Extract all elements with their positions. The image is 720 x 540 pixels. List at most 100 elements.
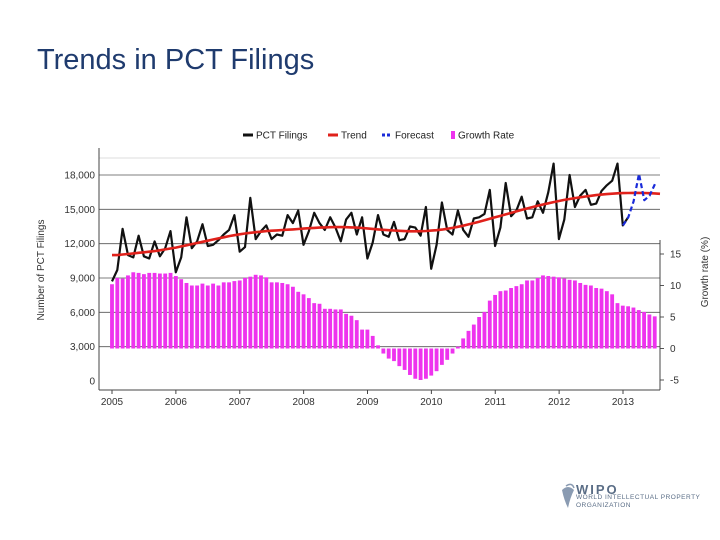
growth-rate-bar bbox=[514, 286, 519, 349]
growth-rate-bar bbox=[610, 294, 615, 349]
legend-label: Trend bbox=[341, 131, 367, 142]
growth-rate-bar bbox=[397, 348, 402, 367]
wipo-name: WIPO bbox=[576, 482, 619, 497]
y-tick-label: 15,000 bbox=[64, 205, 95, 216]
x-tick-label: 2005 bbox=[101, 397, 124, 408]
growth-rate-bar bbox=[530, 280, 535, 349]
growth-rate-bar bbox=[360, 329, 364, 349]
growth-rate-bar bbox=[152, 272, 157, 349]
growth-rate-bar bbox=[301, 294, 306, 349]
growth-rate-bar bbox=[392, 348, 396, 362]
legend-label: Forecast bbox=[395, 131, 434, 142]
growth-rate-bar bbox=[354, 320, 359, 349]
growth-rate-bar bbox=[312, 303, 317, 349]
growth-rate-bar bbox=[551, 276, 556, 349]
growth-rate-bar bbox=[408, 348, 412, 375]
y-tick-label: 6,000 bbox=[70, 308, 95, 319]
growth-rate-bar bbox=[349, 315, 354, 349]
growth-rate-bar bbox=[482, 311, 487, 349]
growth-rate-bar bbox=[424, 348, 428, 379]
y-tick-label: 9,000 bbox=[70, 274, 95, 285]
growth-rate-bar bbox=[280, 282, 285, 349]
y-tick-label: 3,000 bbox=[70, 342, 95, 353]
growth-rate-bar bbox=[434, 348, 439, 372]
growth-rate-bar bbox=[163, 273, 168, 349]
x-tick-label: 2010 bbox=[420, 397, 443, 408]
growth-rate-bar bbox=[120, 278, 125, 349]
growth-rate-bar bbox=[594, 288, 599, 349]
growth-rate-bar bbox=[493, 294, 498, 349]
growth-rate-bar bbox=[381, 348, 386, 354]
growth-rate-bar bbox=[376, 345, 380, 349]
growth-rate-bar bbox=[344, 313, 349, 349]
growth-rate-bar bbox=[306, 298, 311, 349]
growth-rate-bar bbox=[418, 348, 423, 380]
legend-label: PCT Filings bbox=[256, 131, 308, 142]
chart-axes bbox=[98, 148, 664, 394]
growth-rate-bar bbox=[429, 348, 434, 376]
growth-rate-bar bbox=[525, 280, 529, 349]
x-tick-label: 2009 bbox=[356, 397, 379, 408]
x-tick-label: 2007 bbox=[229, 397, 252, 408]
growth-rate-bar bbox=[477, 317, 482, 349]
growth-rate-bar bbox=[413, 348, 418, 379]
growth-rate-bar bbox=[631, 307, 636, 349]
growth-rate-bar bbox=[615, 303, 620, 349]
x-tick-label: 2013 bbox=[612, 397, 635, 408]
growth-rate-bar bbox=[317, 303, 322, 349]
growth-rate-bar bbox=[147, 272, 152, 349]
pct-filings-line bbox=[111, 162, 630, 282]
growth-rate-bar bbox=[546, 276, 551, 349]
growth-rate-bar bbox=[259, 275, 263, 349]
growth-rate-bar bbox=[370, 335, 375, 349]
forecast-line bbox=[622, 172, 656, 227]
growth-rate-bar bbox=[647, 314, 652, 349]
wipo-logo-icon bbox=[562, 483, 575, 508]
x-tick-label: 2008 bbox=[293, 397, 316, 408]
y2-tick-label: 5 bbox=[670, 313, 676, 324]
growth-rate-bar bbox=[583, 284, 588, 349]
growth-rate-bar bbox=[322, 308, 327, 349]
growth-rate-bar bbox=[535, 277, 540, 349]
growth-rate-bar bbox=[290, 286, 295, 349]
growth-rate-bar bbox=[157, 273, 162, 349]
growth-rate-bar bbox=[599, 288, 604, 349]
growth-rate-bar bbox=[184, 282, 189, 349]
growth-rate-bar bbox=[471, 324, 476, 349]
growth-rate-bar bbox=[221, 282, 226, 349]
growth-rate-bar bbox=[642, 311, 646, 349]
growth-rate-bar bbox=[588, 285, 593, 349]
growth-rate-bar bbox=[541, 275, 545, 349]
growth-rate-bar bbox=[275, 282, 279, 349]
growth-rate-bar bbox=[365, 329, 370, 349]
growth-rate-bar bbox=[189, 285, 194, 349]
x-tick-label: 2011 bbox=[484, 397, 506, 408]
growth-rate-bar bbox=[328, 308, 333, 349]
growth-rate-bars bbox=[110, 272, 657, 380]
growth-rate-bar bbox=[142, 274, 146, 349]
growth-rate-bar bbox=[248, 276, 253, 349]
growth-rate-bar bbox=[455, 346, 460, 349]
growth-rate-bar bbox=[264, 277, 269, 349]
x-tick-label: 2012 bbox=[548, 397, 571, 408]
growth-rate-bar bbox=[503, 290, 508, 349]
growth-rate-bar bbox=[216, 285, 221, 349]
growth-rate-bar bbox=[285, 284, 290, 349]
wipo-subtitle: WORLD INTELLECTUAL PROPERTY ORGANIZATION bbox=[576, 494, 701, 509]
growth-rate-bar bbox=[519, 284, 524, 349]
growth-rate-bar bbox=[227, 282, 231, 349]
growth-rate-bar bbox=[243, 277, 247, 349]
growth-rate-bar bbox=[567, 279, 572, 349]
growth-rate-bar bbox=[232, 281, 237, 349]
axis-tick-labels: 0 3,000 6,000 9,000 12,000 15,000 18,000 -5 0 5 10… bbox=[36, 171, 711, 409]
y-tick-label: 18,000 bbox=[64, 171, 95, 182]
growth-rate-bar bbox=[115, 277, 120, 349]
chart-legend: PCT Filings Trend Forecast Growth Rate bbox=[243, 131, 515, 142]
growth-rate-bar bbox=[572, 280, 577, 349]
growth-rate-bar bbox=[173, 276, 178, 349]
growth-rate-bar bbox=[636, 310, 641, 349]
growth-rate-bar bbox=[136, 272, 141, 349]
growth-rate-bar bbox=[253, 274, 258, 349]
growth-rate-bar bbox=[445, 348, 450, 360]
growth-rate-bar bbox=[402, 348, 407, 370]
